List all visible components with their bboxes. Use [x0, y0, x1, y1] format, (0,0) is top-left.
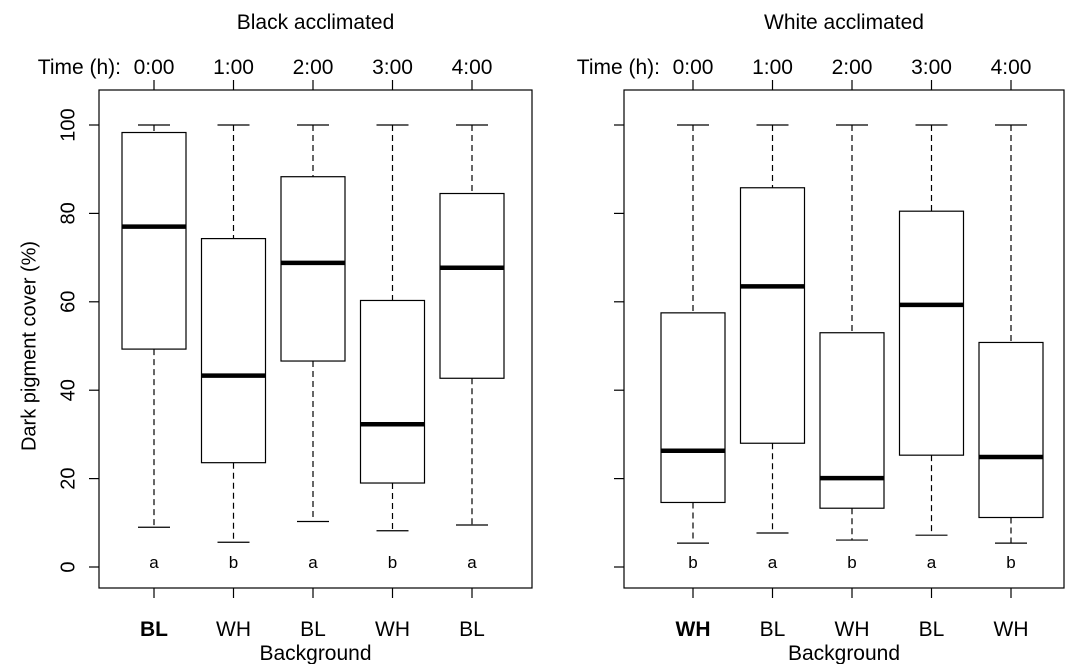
x-axis-label: Background	[259, 642, 371, 664]
box-4: b	[978, 124, 1044, 572]
y-tick-label: 100	[57, 108, 79, 141]
chart-title: White acclimated	[764, 11, 924, 34]
box-2: b	[819, 124, 885, 572]
box-3: b	[359, 124, 426, 572]
y-tick-label: 60	[57, 291, 79, 313]
group-letter: a	[927, 553, 937, 572]
box-iqr	[439, 192, 505, 379]
x-tick-label: WH	[216, 618, 251, 641]
x-tick-label: WH	[676, 618, 711, 641]
plot-frame	[98, 89, 533, 589]
x-tick-label: WH	[835, 618, 870, 641]
x-tick-label: WH	[375, 618, 410, 641]
group-letter: b	[1006, 553, 1015, 572]
box-iqr	[280, 176, 346, 362]
y-tick-label: 80	[57, 202, 79, 224]
group-letter: b	[688, 553, 697, 572]
x-tick-label: BL	[760, 618, 786, 641]
time-tick-label: 1:00	[752, 56, 793, 79]
y-tick-label: 20	[57, 467, 79, 489]
x-axis-label: Background	[788, 642, 900, 664]
time-tick-label: 1:00	[213, 56, 254, 79]
box-2: a	[280, 124, 346, 572]
group-letter: b	[847, 553, 856, 572]
time-tick-label: 2:00	[832, 56, 873, 79]
box-0: b	[660, 124, 726, 572]
chart-title: Black acclimated	[237, 11, 395, 34]
group-letter: b	[229, 553, 238, 572]
y-tick-label: 0	[57, 561, 79, 572]
box-4: a	[439, 124, 505, 572]
x-tick-label: BL	[300, 618, 326, 641]
box-iqr	[978, 341, 1044, 519]
time-tick-label: 4:00	[991, 56, 1032, 79]
box-iqr	[200, 237, 267, 464]
chart-panel-0: Black acclimated Time (h): 0:00 1:00 2:00 3:0…	[18, 11, 533, 664]
box-iqr	[359, 299, 426, 484]
time-tick-label: 4:00	[452, 56, 493, 79]
group-letter: a	[467, 553, 477, 572]
group-letter: a	[308, 553, 318, 572]
box-iqr	[660, 312, 726, 504]
time-tick-label: 0:00	[134, 56, 175, 79]
x-tick-label: WH	[994, 618, 1029, 641]
time-axis-label: Time (h):	[38, 56, 121, 79]
group-letter: a	[768, 553, 778, 572]
box-1: a	[739, 124, 806, 572]
group-letter: a	[149, 553, 159, 572]
y-tick-label: 40	[57, 379, 79, 401]
x-tick-label: BL	[459, 618, 485, 641]
time-tick-label: 3:00	[372, 56, 413, 79]
box-3: a	[898, 124, 965, 572]
time-tick-label: 0:00	[673, 56, 714, 79]
box-iqr	[819, 332, 885, 509]
y-axis-label: Dark pigment cover (%)	[18, 241, 40, 451]
time-tick-label: 3:00	[911, 56, 952, 79]
box-iqr	[739, 187, 806, 444]
time-tick-label: 2:00	[293, 56, 334, 79]
x-tick-label: BL	[919, 618, 945, 641]
box-0: a	[121, 124, 187, 572]
box-iqr	[121, 131, 187, 350]
x-tick-label: BL	[140, 618, 168, 641]
box-iqr	[898, 210, 965, 456]
chart-panel-1: White acclimated Time (h): 0:00 1:00 2:00 3:0…	[577, 11, 1065, 664]
group-letter: b	[388, 553, 397, 572]
plot-frame	[623, 89, 1065, 589]
time-axis-label: Time (h):	[577, 56, 660, 79]
box-1: b	[200, 124, 267, 572]
